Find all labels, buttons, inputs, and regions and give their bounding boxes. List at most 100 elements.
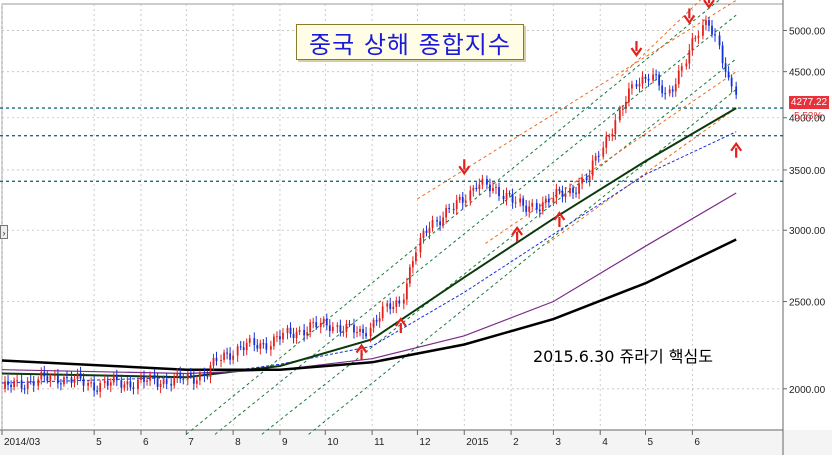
price-candle-body [70,377,73,383]
price-candle-body [519,198,522,203]
price-candle-body [422,230,425,238]
price-candle-body [206,375,209,378]
x-tick-label: 5 [96,437,102,448]
price-candle-body [282,332,284,340]
price-candle-body [372,320,375,328]
price-candle-body [66,377,68,379]
x-tick-label: 5 [648,437,654,448]
price-candle-body [411,261,414,268]
price-candle-body [315,322,318,328]
price-candle-body [724,63,727,72]
price-candle-body [680,66,683,71]
expand-panel-handle[interactable]: › [0,225,8,239]
price-candle-body [505,192,508,200]
price-candle-body [236,346,239,356]
price-candle-body [694,37,697,39]
price-candle-body [203,373,206,376]
price-candle-body [489,184,491,192]
price-candle-body [242,347,245,351]
price-candle-body [226,352,228,354]
price-candle-body [502,196,505,200]
price-candle-body [309,322,312,333]
price-candle-body [198,373,201,381]
price-candle-body [129,381,132,388]
price-candle-body [143,376,145,383]
ma_long1-line [1,192,737,375]
price-candle-body [56,375,59,384]
price-candle-body [492,187,494,192]
price-candle-body [455,200,458,210]
price-candle-body [149,374,151,381]
price-candle-body [348,323,351,325]
price-candle-body [730,77,733,87]
price-candle-body [569,188,571,194]
price-candle-body [29,381,32,383]
price-candle-body [173,376,176,386]
price-candle-body [245,342,248,351]
x-tick-label: 4 [602,437,608,448]
price-candle-body [555,189,558,198]
price-candle-body [405,283,408,300]
x-tick-label: 7 [188,437,194,448]
price-candle-body [76,373,79,380]
price-candle-body [328,325,331,332]
price-candle-body [547,198,550,203]
trend-channel-line [417,0,737,200]
price-candle-body [46,376,49,381]
price-candle-body [356,331,358,333]
price-candle-body [727,71,730,78]
price-candle-body [153,374,156,379]
price-candle-body [714,34,716,36]
change-percent-label: 5.53% [794,111,823,122]
x-tick-label: 2 [513,437,519,448]
price-candle-body [436,220,438,222]
price-candle-body [209,365,212,378]
price-candle-body [644,76,647,79]
price-candle-body [458,196,461,201]
price-candle-body [631,84,633,89]
price-candle-body [322,318,325,324]
price-candle-body [40,372,43,380]
price-candle-body [182,378,185,380]
price-candle-body [7,381,9,385]
price-candle-body [624,101,627,109]
price-candle-body [535,203,538,210]
x-tick-label: 11 [374,437,385,448]
price-candle-body [82,378,85,386]
price-candle-body [265,343,268,350]
price-candle-body [262,343,265,345]
price-candle-body [170,383,173,386]
price-candle-body [215,357,218,362]
y-tick-label: 4500.00 [789,68,826,79]
price-candle-body [486,179,488,185]
price-candle-body [192,376,195,384]
price-candle-body [10,384,12,388]
price-candle-body [618,109,621,121]
x-tick-label: 8 [235,437,241,448]
x-tick-label: 12 [419,437,431,448]
price-candle-body [581,177,583,184]
price-candle-body [32,381,35,386]
price-candle-body [475,187,478,190]
price-candle-body [685,63,688,67]
price-candle-body [602,147,605,157]
price-candle-body [306,332,309,336]
down-arrow-head [458,165,471,176]
price-candle-body [223,352,225,361]
trend-channel-line [261,58,737,435]
price-candle-body [186,373,189,380]
price-candle-body [664,93,667,95]
price-candle-body [90,382,93,384]
price-candle-body [73,379,76,383]
price-candle-body [661,85,664,94]
price-candle-body [159,383,162,387]
price-candle-body [691,38,694,51]
price-candle-body [60,383,62,385]
price-candle-body [674,84,677,92]
price-candle-body [531,203,534,207]
price-candle-body [464,200,467,203]
price-candle-body [23,388,26,390]
price-candle-body [53,375,56,377]
